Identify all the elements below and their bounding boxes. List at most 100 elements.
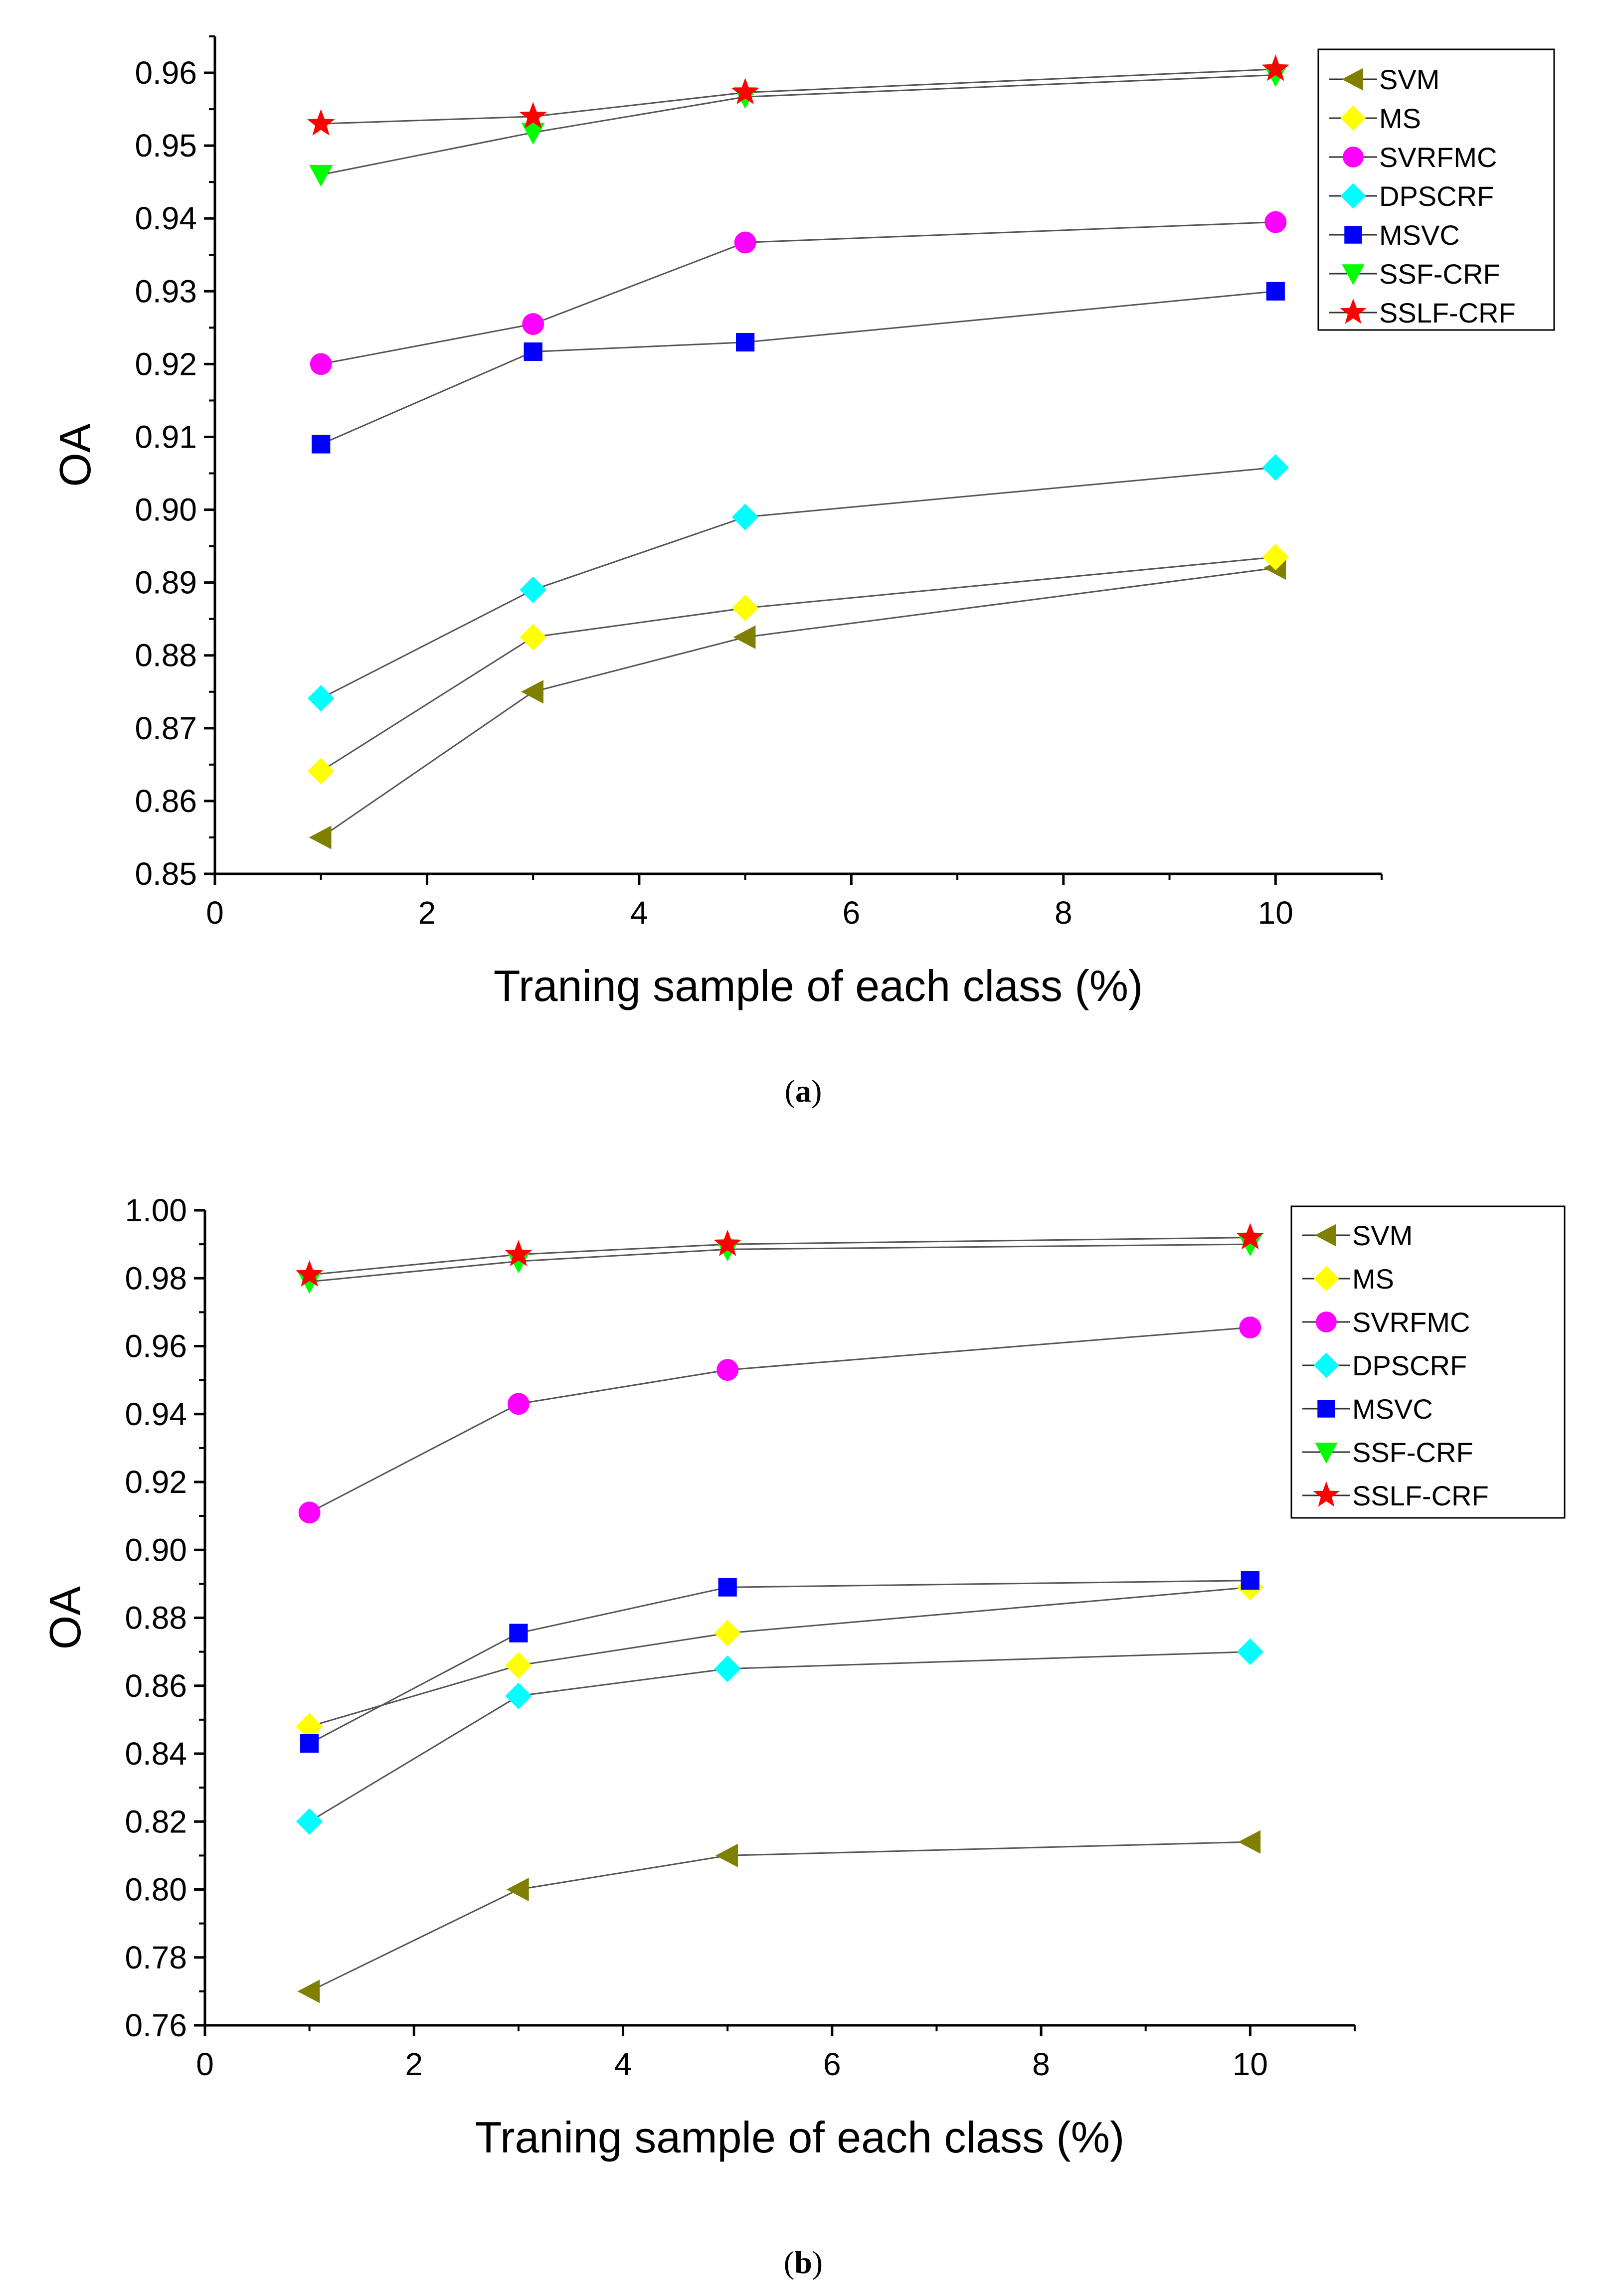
y-tick-label: 0.86 bbox=[125, 1668, 187, 1704]
data-point-sslf-crf bbox=[713, 1229, 742, 1256]
y-tick-label: 0.84 bbox=[125, 1736, 187, 1772]
x-tick-label: 4 bbox=[614, 2046, 632, 2082]
data-point-svm bbox=[309, 825, 332, 849]
data-point-svm bbox=[1238, 1830, 1261, 1854]
data-point-svm bbox=[715, 1843, 738, 1868]
x-tick-label: 8 bbox=[1055, 895, 1072, 931]
data-point-ssf-crf bbox=[521, 123, 545, 145]
data-point-ms bbox=[505, 1652, 532, 1679]
series-line-msvc bbox=[321, 290, 1276, 445]
series-line-svrfmc bbox=[309, 1326, 1250, 1513]
figure-caption: (a) bbox=[785, 1073, 822, 1109]
data-point-svm bbox=[297, 1979, 320, 2003]
legend-marker-svm bbox=[1341, 68, 1363, 91]
y-tick-label: 0.98 bbox=[125, 1260, 187, 1296]
data-point-sslf-crf bbox=[295, 1260, 324, 1287]
series-line-svm bbox=[320, 567, 1276, 838]
legend-label-dpscrf: DPSCRF bbox=[1352, 1350, 1467, 1381]
data-point-svrfmc bbox=[734, 231, 756, 254]
chart-a: 0.85 0.86 0.87 0.88 0.89 0.90 0.91 0.92 0.93 0.94… bbox=[50, 35, 1555, 1109]
legend-label-sslf-crf: SSLF-CRF bbox=[1379, 297, 1516, 328]
x-tick-label: 2 bbox=[405, 2046, 423, 2082]
y-tick-label: 0.94 bbox=[135, 200, 197, 236]
x-tick-label: 8 bbox=[1032, 2046, 1050, 2082]
data-point-sslf-crf bbox=[519, 102, 547, 129]
legend-label-ssf-crf: SSF-CRF bbox=[1379, 258, 1500, 290]
data-point-ms bbox=[1262, 543, 1289, 571]
data-point-dpscrf bbox=[1237, 1638, 1264, 1665]
data-point-svrfmc bbox=[716, 1359, 739, 1381]
x-tick-label: 4 bbox=[630, 895, 648, 931]
series-line-ssf-crf bbox=[321, 74, 1276, 176]
data-point-msvc bbox=[509, 1624, 528, 1642]
legend-marker-sslf-crf bbox=[1313, 1481, 1340, 1507]
legend-marker-ssf-crf bbox=[1342, 264, 1365, 286]
x-tick-label: 6 bbox=[843, 895, 861, 931]
data-point-sslf-crf bbox=[731, 78, 759, 105]
y-tick-label: 0.76 bbox=[125, 2007, 187, 2043]
data-point-svrfmc bbox=[522, 313, 544, 335]
legend-marker-svrfmc bbox=[1316, 1312, 1337, 1332]
y-tick-label: 1.00 bbox=[125, 1192, 187, 1228]
y-tick-label: 0.86 bbox=[135, 783, 197, 819]
data-point-msvc bbox=[524, 342, 542, 361]
legend-marker-ssf-crf bbox=[1315, 1443, 1338, 1464]
data-point-dpscrf bbox=[296, 1808, 323, 1835]
x-tick-label: 6 bbox=[823, 2046, 841, 2082]
data-point-sslf-crf bbox=[1236, 1223, 1264, 1250]
series-line-svrfmc bbox=[321, 221, 1276, 365]
data-point-msvc bbox=[718, 1578, 737, 1597]
y-tick-label: 0.85 bbox=[135, 856, 197, 892]
y-tick-label: 0.82 bbox=[125, 1804, 187, 1839]
series-line-ms bbox=[309, 1586, 1250, 1727]
legend-label-svm: SVM bbox=[1379, 64, 1439, 95]
legend-label-svrfmc: SVRFMC bbox=[1379, 142, 1497, 173]
legend-label-msvc: MSVC bbox=[1379, 219, 1460, 251]
x-tick-label: 0 bbox=[206, 895, 224, 931]
data-point-svrfmc bbox=[298, 1501, 321, 1524]
y-tick-label: 0.94 bbox=[125, 1396, 187, 1432]
data-point-msvc bbox=[736, 332, 755, 352]
data-point-sslf-crf bbox=[505, 1240, 533, 1267]
figure-caption: (b) bbox=[784, 2245, 823, 2280]
chart-b: 0.76 0.78 0.80 0.82 0.84 0.86 0.88 0.90 0.92 0.94… bbox=[40, 1192, 1566, 2280]
legend-label-msvc: MSVC bbox=[1352, 1393, 1433, 1425]
y-tick-label: 0.88 bbox=[125, 1600, 187, 1636]
y-tick-label: 0.92 bbox=[135, 346, 197, 382]
x-tick-label: 0 bbox=[196, 2046, 214, 2082]
legend-marker-svm bbox=[1314, 1224, 1336, 1247]
legend-marker-dpscrf bbox=[1313, 1352, 1339, 1378]
data-point-msvc bbox=[1266, 282, 1285, 301]
data-point-dpscrf bbox=[505, 1682, 532, 1709]
series-line-ssf-crf bbox=[309, 1243, 1250, 1283]
y-axis-title: OA bbox=[50, 423, 100, 487]
legend-label-dpscrf: DPSCRF bbox=[1379, 180, 1494, 212]
legend-marker-ms bbox=[1340, 105, 1366, 131]
legend-marker-msvc bbox=[1344, 226, 1362, 244]
data-point-msvc bbox=[1241, 1571, 1259, 1590]
legend-label-svm: SVM bbox=[1352, 1220, 1413, 1251]
legend-marker-ms bbox=[1313, 1266, 1339, 1292]
legend-label-svrfmc: SVRFMC bbox=[1352, 1307, 1470, 1338]
x-tick-label: 2 bbox=[418, 895, 436, 931]
data-point-ssf-crf bbox=[309, 164, 333, 187]
data-point-sslf-crf bbox=[307, 109, 335, 136]
y-axis-title: OA bbox=[40, 1586, 90, 1649]
legend-label-ms: MS bbox=[1352, 1263, 1394, 1295]
series-line-ms bbox=[320, 556, 1276, 772]
series-line-msvc bbox=[309, 1580, 1250, 1744]
y-tick-label: 0.78 bbox=[125, 1940, 187, 1975]
y-tick-label: 0.90 bbox=[125, 1532, 187, 1568]
data-point-ms bbox=[731, 595, 759, 622]
legend-marker-dpscrf bbox=[1340, 183, 1366, 209]
y-tick-label: 0.91 bbox=[135, 419, 197, 455]
x-axis-title: Traning sample of each class (%) bbox=[494, 961, 1143, 1010]
data-point-dpscrf bbox=[1262, 454, 1289, 481]
y-tick-label: 0.93 bbox=[135, 273, 197, 309]
legend-marker-msvc bbox=[1317, 1400, 1335, 1418]
data-point-ms bbox=[308, 758, 335, 785]
series-line-dpscrf bbox=[321, 467, 1276, 699]
x-axis-title: Traning sample of each class (%) bbox=[475, 2113, 1125, 2162]
series-line-dpscrf bbox=[309, 1651, 1250, 1822]
series-line-sslf-crf bbox=[321, 68, 1276, 125]
